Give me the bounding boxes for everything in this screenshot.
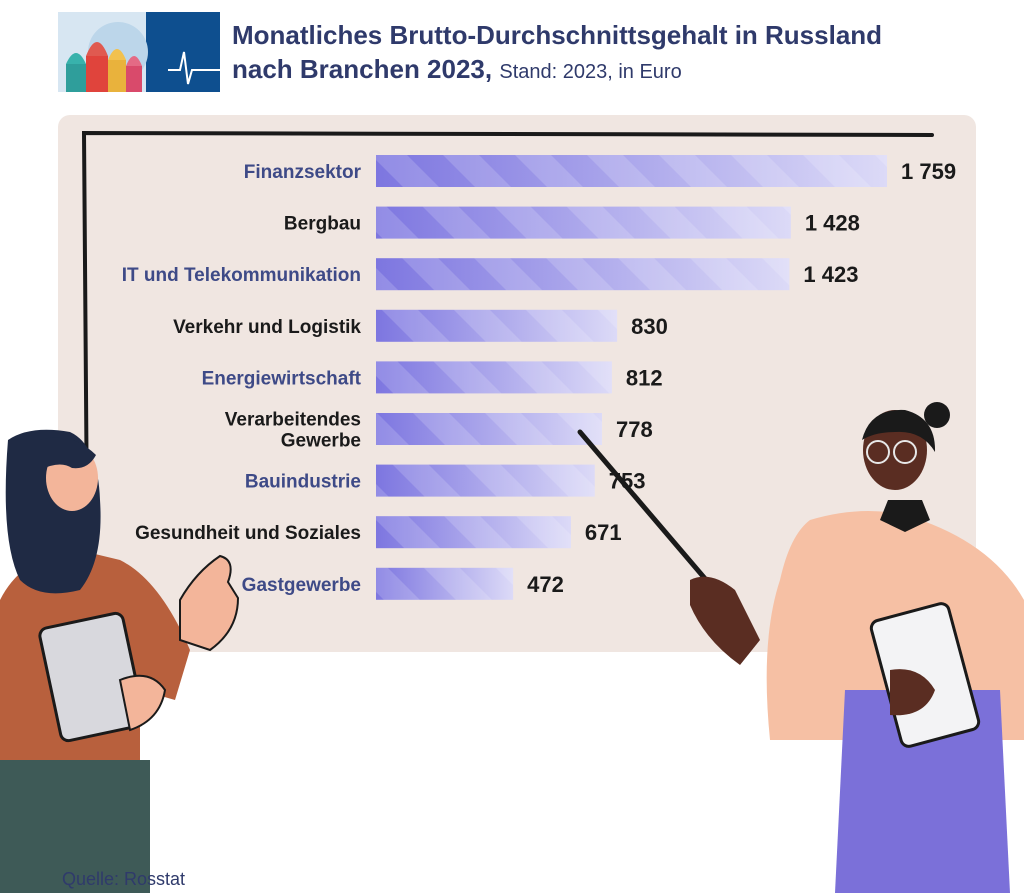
bar-value-label: 778 (616, 417, 653, 442)
header-logo (58, 12, 220, 92)
bar-stripes (376, 155, 887, 187)
bar-stripes (376, 567, 514, 600)
bar-stripes (376, 413, 603, 445)
bar-stripes (376, 516, 571, 549)
bar-group: 812 Energiewirtschaft (202, 361, 663, 394)
bar-stripes (376, 258, 790, 291)
chart-subtitle: Stand: 2023, in Euro (499, 61, 682, 83)
bar-group: 472 Gastgewerbe (242, 567, 564, 600)
chart-title-line-2: nach Branchen 2023, (232, 54, 493, 84)
category-label: Gastgewerbe (242, 575, 361, 596)
category-label: Bergbau (284, 214, 361, 235)
bar-value-label: 472 (527, 572, 564, 597)
bar-value-label: 1 423 (803, 262, 858, 287)
chart-title-line-1: Monatliches Brutto-Durchschnittsgehalt i… (232, 20, 883, 50)
bar-group: 830 Verkehr und Logistik (173, 309, 668, 342)
bar-stripes (376, 361, 612, 394)
bar-group: 671 Gesundheit und Soziales (135, 516, 622, 549)
bar-value-label: 812 (626, 365, 663, 390)
bar-value-label: 1 428 (805, 211, 860, 236)
chart-title-block: Monatliches Brutto-Durchschnittsgehalt i… (232, 18, 1012, 89)
right-presenter-figure (690, 402, 1024, 893)
bar-group: 1 759 Finanzsektor (244, 155, 956, 187)
bar-group: 1 423 IT und Telekommunikation (122, 258, 858, 291)
bar-value-label: 671 (585, 520, 622, 545)
category-label: Finanzsektor (244, 162, 362, 183)
bar-stripes (376, 464, 595, 497)
source-note: Quelle: Rosstat (62, 869, 186, 889)
category-label: IT und Telekommunikation (122, 265, 361, 286)
left-presenter-figure (0, 429, 240, 893)
category-label: Verkehr und Logistik (173, 317, 361, 338)
category-label: Verarbeitendes (225, 410, 361, 431)
category-label: Gesundheit und Soziales (135, 523, 361, 544)
category-label: Energiewirtschaft (202, 368, 362, 389)
bar-value-label: 1 759 (901, 159, 956, 184)
category-label: Gewerbe (281, 431, 361, 452)
bar-value-label: 830 (631, 314, 668, 339)
bar-stripes (376, 309, 618, 342)
bar-group: 1 428 Bergbau (284, 206, 860, 239)
category-label: Bauindustrie (245, 472, 361, 493)
bar-stripes (376, 206, 791, 239)
